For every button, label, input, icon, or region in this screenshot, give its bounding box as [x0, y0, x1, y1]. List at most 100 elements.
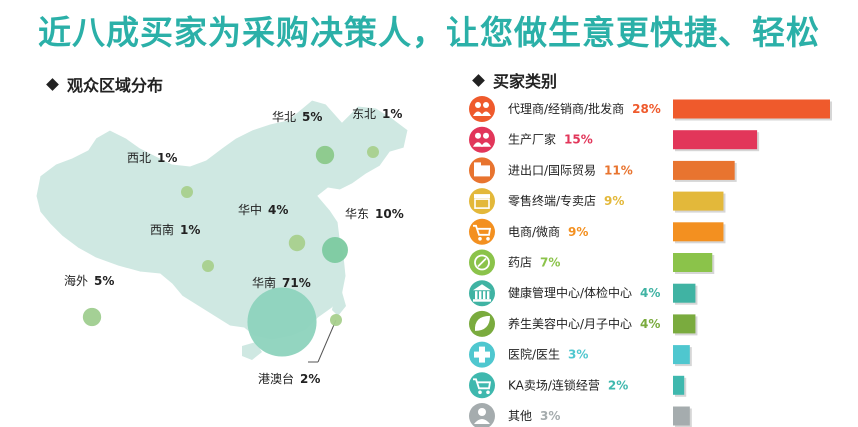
category-pct-0: 28%	[632, 102, 661, 116]
region-label-6: 华南 71%	[252, 275, 311, 290]
category-label-1: 生产厂家	[508, 132, 556, 147]
cart-icon	[469, 372, 495, 399]
region-bubble-4	[322, 237, 348, 263]
region-pct-0: 5%	[302, 110, 322, 124]
region-pct-7: 5%	[94, 274, 114, 288]
region-name-3: 华中	[238, 202, 262, 217]
region-bubble-6	[247, 287, 317, 357]
hainan-island	[242, 342, 262, 360]
bar-row-9: KA卖场/连锁经营 2%	[469, 372, 687, 399]
bar-row-6: 健康管理中心/体检中心 4%	[469, 280, 698, 307]
people-icon	[469, 96, 495, 122]
bar-row-1: 生产厂家 15%	[469, 126, 760, 153]
bar-5	[673, 253, 713, 272]
category-label-5: 药店	[508, 256, 532, 270]
bar-row-8: 医院/医生 3%	[469, 341, 692, 368]
region-pct-5: 1%	[180, 223, 200, 237]
category-pct-4: 9%	[568, 225, 588, 239]
china-map-outline	[35, 99, 409, 341]
region-label-5: 西南 1%	[150, 222, 200, 237]
region-pct-1: 1%	[382, 107, 402, 121]
bar-row-2: 进出口/国际贸易 11%	[469, 157, 737, 184]
person-icon	[469, 403, 495, 427]
category-label-10: 其他	[508, 409, 532, 423]
category-label-8: 医院/医生	[508, 348, 560, 362]
category-label-2: 进出口/国际贸易	[508, 163, 596, 177]
people-icon	[469, 126, 495, 153]
region-bubble-5	[202, 260, 214, 272]
pill-icon	[469, 249, 495, 276]
category-pct-8: 3%	[568, 348, 588, 362]
bar-3	[673, 191, 724, 211]
region-label-4: 华东 10%	[345, 207, 404, 221]
region-label-7: 海外 5%	[64, 273, 114, 288]
category-label-0: 代理商/经销商/批发商	[508, 101, 624, 116]
region-label-8: 港澳台 2%	[258, 371, 320, 386]
bar-2	[673, 160, 735, 180]
category-pct-3: 9%	[604, 194, 624, 208]
region-name-0: 华北	[272, 110, 296, 124]
region-name-6: 华南	[252, 275, 276, 290]
category-pct-7: 4%	[640, 317, 660, 331]
region-pct-2: 1%	[157, 151, 177, 165]
bar-0	[673, 99, 830, 119]
region-bubble-0	[315, 145, 335, 165]
region-name-7: 海外	[64, 273, 88, 288]
bar-8	[673, 345, 690, 365]
category-label-4: 电商/微商	[508, 224, 560, 239]
building-icon	[469, 280, 495, 307]
region-name-4: 华东	[345, 207, 369, 221]
region-bubble-7	[82, 307, 102, 327]
region-bubble-8	[330, 314, 342, 326]
category-pct-5: 7%	[540, 256, 560, 270]
bar-4	[673, 222, 724, 242]
page-headline: 近八成买家为采购决策人，让您做生意更快捷、轻松	[38, 13, 820, 52]
taiwan-island	[332, 292, 346, 316]
box-icon	[469, 157, 495, 184]
bar-row-7: 养生美容中心/月子中心 4%	[469, 310, 698, 337]
region-bubble-1	[367, 146, 379, 158]
region-name-1: 东北	[352, 107, 376, 121]
bar-7	[673, 314, 696, 334]
bar-row-4: 电商/微商 9%	[469, 218, 726, 245]
bar-1	[673, 130, 758, 150]
category-section-title-text: 买家类别	[493, 72, 558, 91]
bar-6	[673, 283, 696, 303]
category-label-7: 养生美容中心/月子中心	[508, 316, 632, 331]
region-pct-8: 2%	[300, 372, 320, 386]
region-name-2: 西北	[127, 151, 151, 165]
region-label-3: 华中 4%	[238, 202, 288, 217]
cart-icon	[469, 218, 495, 245]
region-label-1: 东北 1%	[352, 107, 402, 121]
region-bubble-3	[288, 234, 306, 252]
cross-icon	[469, 341, 495, 368]
category-pct-2: 11%	[604, 163, 633, 177]
category-section-title: 买家类别	[472, 68, 558, 92]
region-pct-6: 71%	[282, 276, 311, 290]
map-section-title-text: 观众区域分布	[67, 76, 164, 95]
category-label-9: KA卖场/连锁经营	[508, 377, 600, 392]
region-name-8: 港澳台	[258, 371, 294, 386]
hk-macao-taiwan-leader-line	[317, 319, 337, 363]
category-pct-6: 4%	[640, 286, 660, 300]
bar-10	[673, 406, 690, 426]
category-pct-1: 15%	[564, 133, 593, 147]
region-label-0: 华北 5%	[272, 110, 322, 124]
region-bubble-2	[181, 186, 193, 198]
category-label-6: 健康管理中心/体检中心	[508, 285, 632, 300]
bar-row-10: 其他 3%	[469, 403, 692, 427]
region-name-5: 西南	[150, 222, 174, 237]
region-pct-3: 4%	[268, 203, 288, 217]
bar-9	[673, 375, 685, 395]
region-pct-4: 10%	[375, 207, 404, 221]
store-icon	[469, 188, 495, 215]
bar-row-5: 药店 7%	[469, 249, 715, 276]
leaf-icon	[469, 310, 495, 337]
bar-row-0: 代理商/经销商/批发商 28%	[469, 96, 832, 122]
category-pct-9: 2%	[608, 378, 628, 392]
region-label-2: 西北 1%	[127, 151, 177, 165]
china-region-map: 华北 5% 东北 1% 西北 1% 华中 4% 华东 10% 西南 1% 华南 71% 海外 5% 港澳台 2%	[35, 99, 409, 386]
bar-row-3: 零售终端/专卖店 9%	[469, 188, 726, 215]
category-label-3: 零售终端/专卖店	[508, 193, 596, 208]
